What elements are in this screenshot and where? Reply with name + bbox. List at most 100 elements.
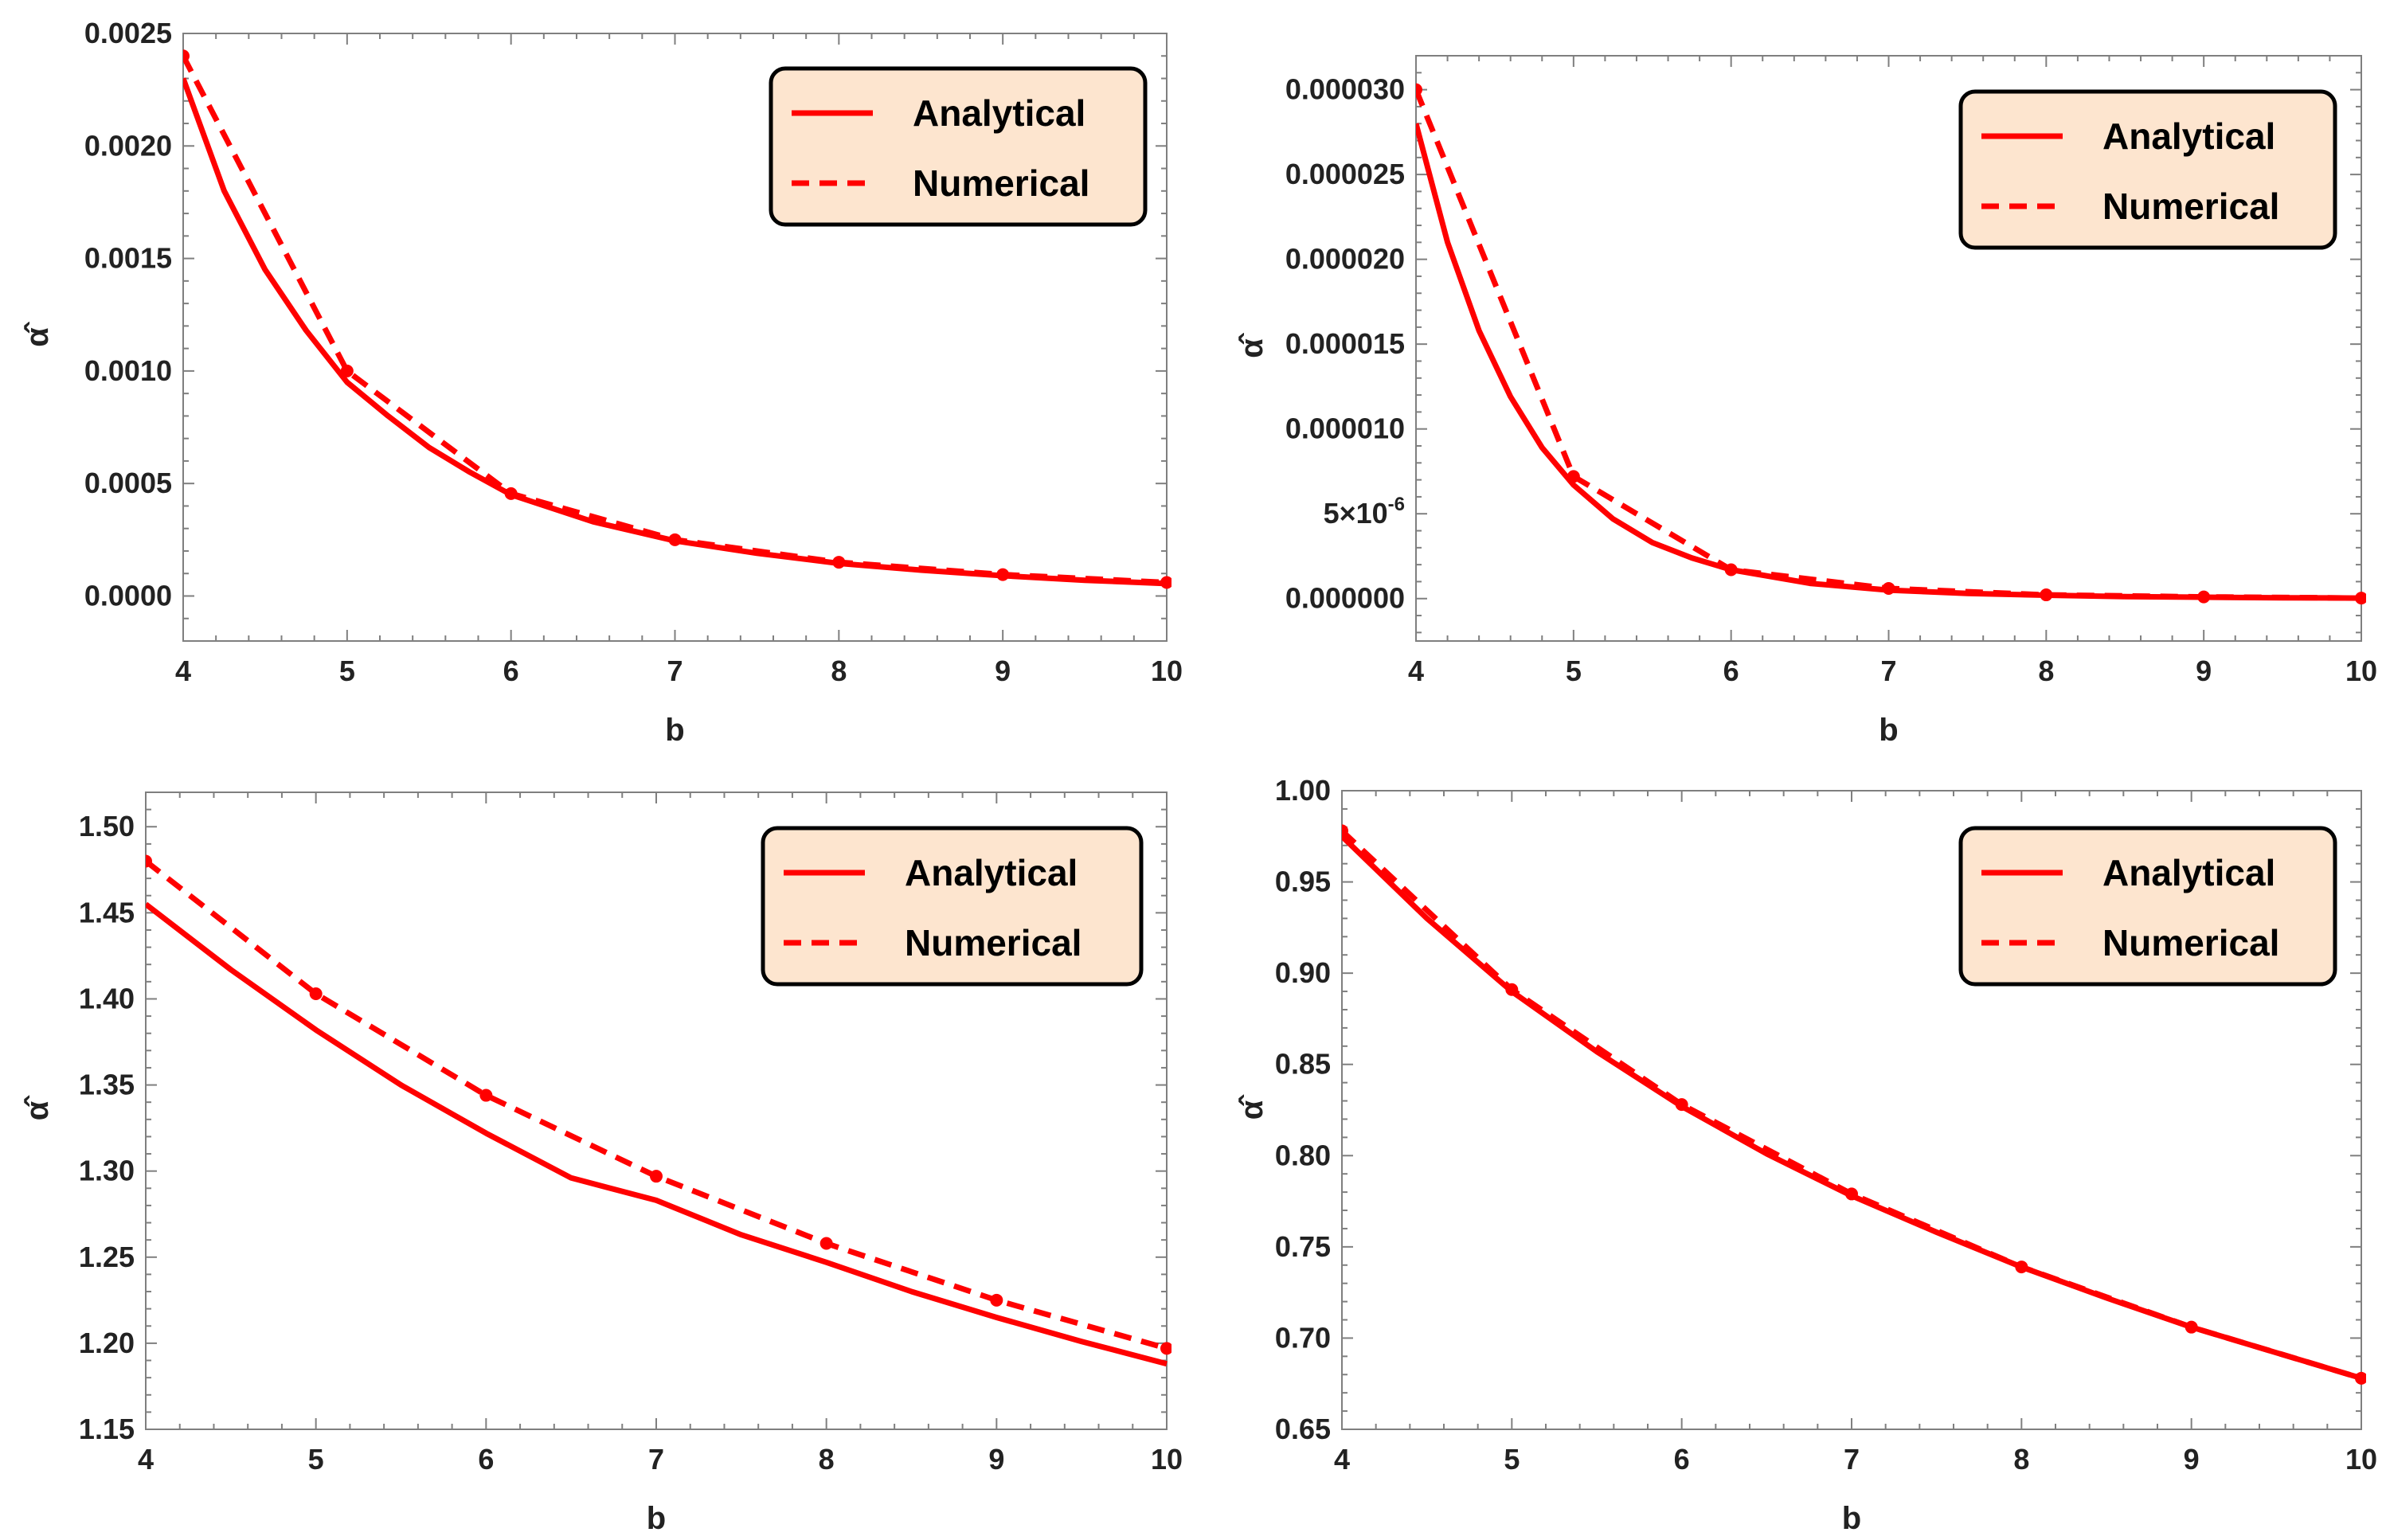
numerical-point bbox=[1724, 563, 1738, 577]
x-axis-title: b bbox=[1879, 713, 1898, 748]
legend: Analytical Numerical bbox=[761, 826, 1144, 987]
legend-numerical-label: Numerical bbox=[2102, 186, 2279, 227]
y-tick-label: 0.000000 bbox=[1285, 582, 1405, 615]
numerical-point bbox=[1342, 824, 1348, 838]
series-group bbox=[1416, 83, 2366, 605]
y-tick-label: 0.0010 bbox=[84, 354, 172, 387]
y-tick-label: 1.30 bbox=[79, 1155, 135, 1187]
y-tick-label: 1.35 bbox=[79, 1069, 135, 1101]
x-tick-label: 6 bbox=[1723, 655, 1739, 687]
series-group bbox=[146, 854, 1171, 1367]
x-tick-label: 9 bbox=[995, 655, 1011, 687]
x-tick-label: 5 bbox=[308, 1443, 324, 1476]
y-tick-label: 0.0020 bbox=[84, 129, 172, 162]
y-tick-label: 5×10-6 bbox=[1324, 494, 1405, 530]
legend-analytical-label: Analytical bbox=[2102, 852, 2275, 893]
y-axis-title: α̂ bbox=[1234, 332, 1269, 358]
y-tick-label: 0.000030 bbox=[1285, 73, 1405, 106]
y-tick-label: 0.75 bbox=[1275, 1230, 1331, 1263]
x-tick-label: 6 bbox=[503, 655, 519, 687]
x-tick-label: 10 bbox=[2345, 1443, 2377, 1476]
numerical-point bbox=[2040, 588, 2053, 602]
y-tick-exponent: -6 bbox=[1388, 494, 1405, 515]
numerical-point bbox=[819, 1237, 833, 1250]
y-tick-label: 0.0000 bbox=[84, 579, 172, 612]
x-tick-label: 10 bbox=[2345, 655, 2377, 687]
legend: Analytical Numerical bbox=[769, 66, 1148, 227]
x-tick-label: 4 bbox=[1334, 1443, 1350, 1476]
y-tick-label: 1.15 bbox=[79, 1413, 135, 1445]
numerical-point bbox=[309, 987, 323, 1000]
y-tick-label: 1.00 bbox=[1275, 774, 1331, 807]
y-tick-label: 0.80 bbox=[1275, 1139, 1331, 1171]
numerical-point bbox=[2355, 1371, 2366, 1385]
y-tick-label: 0.95 bbox=[1275, 866, 1331, 898]
panel-bottom-left: 4 5 6 7 8 9 10 1.15 1.20 1.25 1.30 1.35 1.40 1.45 1.50… bbox=[20, 791, 1183, 1536]
numerical-point bbox=[1505, 983, 1519, 996]
y-axis-title: α̂ bbox=[1234, 1094, 1269, 1120]
x-tick-label: 9 bbox=[2184, 1443, 2200, 1476]
y-tick-label: 1.20 bbox=[79, 1327, 135, 1359]
legend-box bbox=[761, 826, 1144, 987]
numerical-point bbox=[1845, 1187, 1858, 1201]
x-axis-title: b bbox=[665, 713, 684, 748]
y-tick-label: 0.000025 bbox=[1285, 158, 1405, 190]
legend-analytical-label: Analytical bbox=[2102, 115, 2275, 157]
x-tick-label: 8 bbox=[819, 1443, 835, 1476]
y-tick-label: 0.000010 bbox=[1285, 412, 1405, 445]
x-axis-title: b bbox=[1842, 1501, 1861, 1536]
x-tick-label: 4 bbox=[138, 1443, 154, 1476]
x-tick-label: 9 bbox=[2196, 655, 2212, 687]
y-tick-label: 0.0015 bbox=[84, 242, 172, 275]
y-tick-label: 0.000015 bbox=[1285, 327, 1405, 360]
x-tick-label: 4 bbox=[175, 655, 191, 687]
x-tick-label: 9 bbox=[988, 1443, 1004, 1476]
panel-top-right: 4 5 6 7 8 9 10 0.000000 5×10-6 0.000010 0.000015 0.… bbox=[1234, 55, 2377, 748]
x-tick-label: 7 bbox=[1880, 655, 1896, 687]
x-tick-label: 7 bbox=[667, 655, 683, 687]
y-tick-label: 1.40 bbox=[79, 982, 135, 1014]
legend: Analytical Numerical bbox=[1958, 89, 2337, 250]
y-tick-label: 1.45 bbox=[79, 896, 135, 928]
y-tick-label: 0.0025 bbox=[84, 17, 172, 49]
x-tick-label: 8 bbox=[2013, 1443, 2029, 1476]
numerical-point bbox=[2015, 1261, 2028, 1274]
numerical-point bbox=[1567, 470, 1580, 483]
numerical-point bbox=[650, 1170, 663, 1183]
series-group bbox=[183, 49, 1171, 589]
panel-top-left: 4 5 6 7 8 9 10 0.0000 0.0005 0.0010 0.0015 0.0020 0.… bbox=[20, 17, 1183, 748]
legend-numerical-label: Numerical bbox=[913, 162, 1089, 204]
y-axis-title: α̂ bbox=[20, 1095, 55, 1121]
numerical-point bbox=[996, 568, 1010, 581]
numerical-point bbox=[832, 556, 846, 569]
numerical-point bbox=[990, 1293, 1003, 1307]
numerical-point bbox=[504, 487, 518, 500]
x-tick-label: 8 bbox=[831, 655, 847, 687]
numerical-point bbox=[1416, 83, 1422, 96]
x-tick-label: 7 bbox=[1844, 1443, 1860, 1476]
numerical-point bbox=[1160, 1342, 1171, 1355]
legend-numerical-label: Numerical bbox=[2102, 922, 2279, 963]
y-tick-label: 0.90 bbox=[1275, 956, 1331, 989]
y-tick-label: 0.85 bbox=[1275, 1048, 1331, 1081]
legend: Analytical Numerical bbox=[1958, 826, 2337, 987]
numerical-point bbox=[1882, 581, 1895, 595]
x-axis-title: b bbox=[647, 1501, 666, 1536]
numerical-point bbox=[1675, 1098, 1688, 1112]
legend-analytical-label: Analytical bbox=[913, 92, 1085, 134]
legend-numerical-label: Numerical bbox=[905, 922, 1082, 963]
numerical-point bbox=[2197, 590, 2211, 604]
analytical-line bbox=[146, 901, 1168, 1367]
x-tick-label: 5 bbox=[339, 655, 355, 687]
series-group bbox=[1342, 824, 2366, 1385]
numerical-point bbox=[1160, 576, 1171, 589]
numerical-point bbox=[2185, 1320, 2198, 1334]
x-tick-label: 10 bbox=[1151, 1443, 1183, 1476]
x-tick-label: 8 bbox=[2038, 655, 2054, 687]
x-tick-label: 5 bbox=[1504, 1443, 1520, 1476]
y-tick-label: 0.000020 bbox=[1285, 243, 1405, 276]
x-tick-label: 7 bbox=[648, 1443, 664, 1476]
numerical-point bbox=[479, 1089, 493, 1102]
y-tick-label: 1.25 bbox=[79, 1241, 135, 1273]
